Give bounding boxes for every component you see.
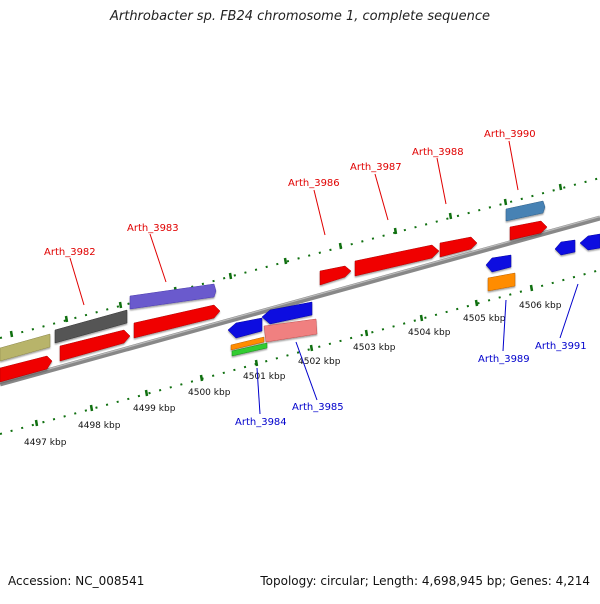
gene-label-arth-3989[interactable]: Arth_3989 [478,354,530,365]
reverse-cds-track [227,233,600,339]
cds-forward-7[interactable] [509,220,548,241]
chromosome-backbone-highlight [0,215,600,384]
forward-cds-track [0,220,548,383]
tick-label-4499: 4499 kbp [133,404,176,414]
gene-label-arth-3985[interactable]: Arth_3985 [292,402,344,413]
tick-label-4504: 4504 kbp [408,328,451,338]
cds-forward-1[interactable] [0,355,53,383]
cds-forward-6[interactable] [439,236,478,258]
cds-reverse-4[interactable] [554,239,576,256]
reverse-gene-labels: Arth_3984 Arth_3985 Arth_3989 Arth_3991 [235,341,587,428]
reverse-dotted-track [0,269,600,435]
tick-label-4506: 4506 kbp [519,301,562,311]
reverse-cog-track [230,272,516,357]
feature-arth-3989[interactable] [487,272,516,292]
feature-arth-3982[interactable] [54,309,128,344]
tick-label-4503: 4503 kbp [353,343,396,353]
feature-arth-3985[interactable] [263,318,318,343]
feature-arth-3984-orange[interactable] [230,336,265,351]
gene-label-arth-3984[interactable]: Arth_3984 [235,417,287,428]
gene-label-arth-3983[interactable]: Arth_3983 [127,223,179,234]
feature-arth-3984-green[interactable] [231,342,268,357]
cds-forward-2[interactable] [59,329,131,362]
reverse-major-ticks [34,284,534,427]
map-title: Arthrobacter sp. FB24 chromosome 1, comp… [109,9,491,24]
cds-forward-5[interactable] [354,244,440,277]
chromosome-backbone [0,215,600,387]
cds-forward-4[interactable] [319,265,352,286]
forward-cog-track [0,200,546,362]
tick-label-4502: 4502 kbp [298,357,341,367]
cds-reverse-3[interactable] [485,254,512,273]
feature-khaki[interactable] [0,333,51,362]
gene-label-arth-3990[interactable]: Arth_3990 [484,129,536,140]
accession-label: Accession: NC_008541 [8,574,145,588]
gene-label-arth-3991[interactable]: Arth_3991 [535,341,587,352]
ruler-tick-labels: 4497 kbp 4498 kbp 4499 kbp 4500 kbp 4501… [24,301,562,448]
label-leader-lines [69,140,579,415]
forward-major-ticks [9,183,563,338]
genome-summary: Topology: circular; Length: 4,698,945 bp… [260,574,590,588]
cds-reverse-1[interactable] [227,317,263,339]
cds-reverse-5[interactable] [579,233,600,251]
gene-label-arth-3982[interactable]: Arth_3982 [44,247,96,258]
gene-label-arth-3986[interactable]: Arth_3986 [288,178,340,189]
tick-label-4505: 4505 kbp [463,314,506,324]
feature-arth-3990[interactable] [505,200,546,222]
tick-label-4501: 4501 kbp [243,372,286,382]
tick-label-4497: 4497 kbp [24,438,67,448]
tick-label-4500: 4500 kbp [188,388,231,398]
gene-label-arth-3987[interactable]: Arth_3987 [350,162,402,173]
gene-label-arth-3988[interactable]: Arth_3988 [412,147,464,158]
forward-gene-labels: Arth_3982 Arth_3983 Arth_3986 Arth_3987 … [44,129,536,258]
forward-dotted-track [0,177,600,339]
cds-forward-3[interactable] [133,304,221,339]
tick-label-4498: 4498 kbp [78,421,121,431]
feature-arth-3983[interactable] [129,283,217,310]
cds-reverse-2[interactable] [261,301,313,325]
